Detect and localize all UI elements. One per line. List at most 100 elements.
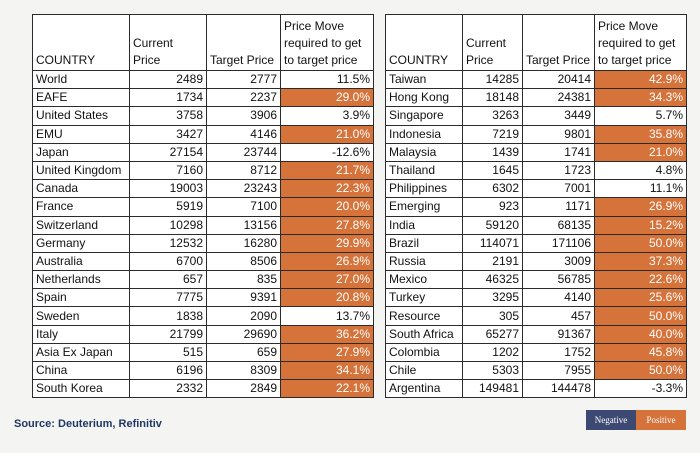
target-price-cell: 24381: [522, 88, 595, 108]
table-row: Sweden 1838 2090 13.7%: [32, 306, 374, 326]
current-price-cell: 6700: [129, 251, 207, 272]
target-price-cell: 9391: [206, 288, 281, 308]
price-move-cell: 11.5%: [280, 69, 374, 90]
price-move-cell: 21.0%: [594, 142, 687, 162]
country-cell: Netherlands: [32, 270, 130, 290]
target-price-cell: 4146: [206, 124, 281, 144]
country-cell: Russia: [385, 251, 463, 272]
current-price-cell: 14285: [462, 69, 523, 90]
price-move-cell: 29.0%: [280, 88, 374, 108]
country-cell: Chile: [385, 360, 463, 381]
target-price-cell: 144478: [522, 379, 595, 399]
header-country: COUNTRY: [385, 14, 463, 71]
price-move-cell: 25.6%: [594, 288, 687, 308]
country-cell: South Africa: [385, 324, 463, 344]
country-cell: Asia Ex Japan: [32, 342, 130, 363]
table-header-row: COUNTRY Current Price Target Price Price…: [385, 14, 687, 71]
price-move-cell: 13.7%: [280, 306, 374, 326]
table-row: Thailand 1645 1723 4.8%: [385, 160, 687, 181]
legend: Negative Positive: [586, 410, 686, 430]
table-row: Hong Kong 18148 24381 34.3%: [385, 88, 687, 108]
target-price-cell: 9801: [522, 124, 595, 144]
table-row: Philippines 6302 7001 11.1%: [385, 179, 687, 199]
price-move-cell: 35.8%: [594, 124, 687, 144]
country-cell: Taiwan: [385, 69, 463, 90]
target-price-cell: 171106: [522, 233, 595, 253]
price-move-cell: -3.3%: [594, 379, 687, 399]
right-price-table: COUNTRY Current Price Target Price Price…: [385, 14, 687, 399]
header-price-move: Price Move required to get to target pri…: [280, 14, 374, 71]
target-price-cell: 91367: [522, 324, 595, 344]
country-cell: France: [32, 197, 130, 217]
current-price-cell: 46325: [462, 270, 523, 290]
price-move-cell: 3.9%: [280, 106, 374, 126]
country-cell: Argentina: [385, 379, 463, 399]
country-cell: Spain: [32, 288, 130, 308]
legend-negative: Negative: [586, 410, 636, 430]
table-row: South Africa 65277 91367 40.0%: [385, 324, 687, 344]
target-price-cell: 20414: [522, 69, 595, 90]
target-price-cell: 4140: [522, 288, 595, 308]
price-move-cell: -12.6%: [280, 142, 374, 162]
target-price-cell: 659: [206, 342, 281, 363]
target-price-cell: 3009: [522, 251, 595, 272]
country-cell: Mexico: [385, 270, 463, 290]
target-price-cell: 1741: [522, 142, 595, 162]
current-price-cell: 1838: [129, 306, 207, 326]
current-price-cell: 7219: [462, 124, 523, 144]
table-row: Netherlands 657 835 27.0%: [32, 270, 374, 290]
table-row: Indonesia 7219 9801 35.8%: [385, 124, 687, 144]
country-cell: China: [32, 360, 130, 381]
price-move-cell: 34.3%: [594, 88, 687, 108]
target-price-cell: 2777: [206, 69, 281, 90]
country-cell: Canada: [32, 179, 130, 199]
price-move-cell: 11.1%: [594, 179, 687, 199]
current-price-cell: 6196: [129, 360, 207, 381]
current-price-cell: 1202: [462, 342, 523, 363]
right-table-body: Taiwan 14285 20414 42.9% Hong Kong 18148 24381…: [385, 69, 687, 399]
header-target-price: Target Price: [206, 14, 281, 71]
current-price-cell: 65277: [462, 324, 523, 344]
target-price-cell: 1723: [522, 160, 595, 181]
price-move-cell: 15.2%: [594, 215, 687, 235]
current-price-cell: 3263: [462, 106, 523, 126]
country-cell: Brazil: [385, 233, 463, 253]
table-row: France 5919 7100 20.0%: [32, 197, 374, 217]
current-price-cell: 21799: [129, 324, 207, 344]
table-row: Spain 7775 9391 20.8%: [32, 288, 374, 308]
country-cell: Indonesia: [385, 124, 463, 144]
header-current-price: Current Price: [462, 14, 523, 71]
table-row: Australia 6700 8506 26.9%: [32, 251, 374, 272]
target-price-cell: 2849: [206, 379, 281, 399]
current-price-cell: 657: [129, 270, 207, 290]
source-note: Source: Deuterium, Refinitiv: [14, 418, 162, 430]
price-move-cell: 29.9%: [280, 233, 374, 253]
table-row: India 59120 68135 15.2%: [385, 215, 687, 235]
table-row: Germany 12532 16280 29.9%: [32, 233, 374, 253]
price-move-cell: 26.9%: [280, 251, 374, 272]
country-cell: Switzerland: [32, 215, 130, 235]
table-header-row: COUNTRY Current Price Target Price Price…: [32, 14, 374, 71]
country-cell: Turkey: [385, 288, 463, 308]
price-move-cell: 27.9%: [280, 342, 374, 363]
current-price-cell: 59120: [462, 215, 523, 235]
price-move-cell: 42.9%: [594, 69, 687, 90]
current-price-cell: 2489: [129, 69, 207, 90]
country-cell: Resource: [385, 306, 463, 326]
price-move-cell: 34.1%: [280, 360, 374, 381]
table-row: Asia Ex Japan 515 659 27.9%: [32, 342, 374, 363]
table-row: EMU 3427 4146 21.0%: [32, 124, 374, 144]
country-cell: United Kingdom: [32, 160, 130, 181]
price-move-cell: 36.2%: [280, 324, 374, 344]
target-price-cell: 56785: [522, 270, 595, 290]
price-move-cell: 40.0%: [594, 324, 687, 344]
country-cell: Malaysia: [385, 142, 463, 162]
current-price-cell: 114071: [462, 233, 523, 253]
left-table-body: World 2489 2777 11.5% EAFE 1734 2237 29.0% Unite…: [32, 69, 374, 399]
price-move-cell: 20.0%: [280, 197, 374, 217]
target-price-cell: 3906: [206, 106, 281, 126]
price-move-cell: 50.0%: [594, 306, 687, 326]
target-price-cell: 7100: [206, 197, 281, 217]
target-price-cell: 2090: [206, 306, 281, 326]
target-price-cell: 68135: [522, 215, 595, 235]
